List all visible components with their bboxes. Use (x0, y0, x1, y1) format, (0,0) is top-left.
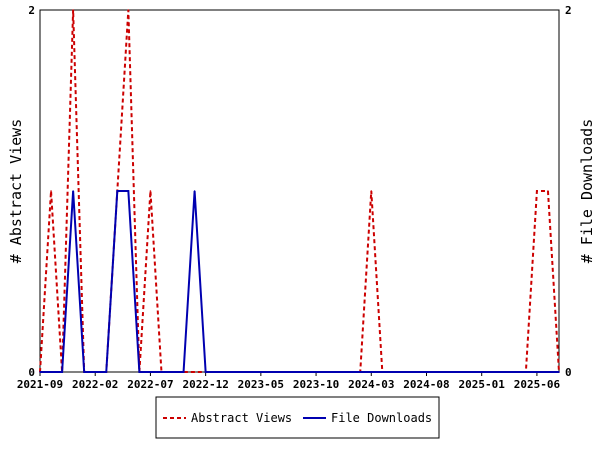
y-left-axis-title: # Abstract Views (7, 119, 25, 264)
data-point (193, 190, 196, 192)
y-right-tick-max: 2 (565, 4, 572, 17)
data-point (315, 371, 317, 373)
data-point (83, 371, 85, 373)
data-point (348, 371, 350, 373)
data-point (392, 371, 395, 373)
y-left-tick-min: 0 (28, 366, 35, 379)
data-point (138, 371, 141, 373)
data-point (326, 371, 328, 373)
x-tick-label: 2025-06 (514, 378, 561, 391)
data-point (94, 371, 97, 373)
legend-box (155, 396, 440, 439)
data-point (304, 371, 306, 373)
data-point (469, 371, 472, 373)
data-point (536, 371, 538, 373)
y-right-axis-title: # File Downloads (578, 119, 596, 264)
data-point (558, 371, 560, 373)
data-point (127, 190, 130, 192)
data-point (282, 371, 284, 373)
data-point (458, 371, 461, 373)
data-point (249, 371, 251, 373)
data-point (547, 190, 549, 192)
x-tick-label: 2023-05 (238, 378, 284, 391)
data-point (381, 371, 384, 373)
data-point (215, 371, 218, 373)
data-point (514, 371, 516, 373)
y-right-tick-min: 0 (565, 366, 572, 379)
data-point (61, 371, 63, 373)
data-point (480, 371, 483, 373)
data-point (271, 371, 273, 373)
series-line-1 (40, 190, 559, 373)
data-point (72, 190, 74, 192)
data-point (160, 371, 163, 373)
x-tick-label: 2022-02 (72, 378, 118, 391)
data-point (502, 371, 505, 373)
x-tick-label: 2025-01 (459, 378, 506, 391)
data-point (149, 371, 152, 373)
data-point (359, 371, 362, 373)
data-point (447, 371, 450, 373)
data-point (226, 371, 229, 373)
data-point (171, 371, 174, 373)
data-point (193, 371, 196, 373)
data-point (525, 371, 527, 373)
data-point (127, 9, 130, 11)
data-point (116, 190, 119, 192)
data-point (547, 371, 549, 373)
data-point (260, 371, 262, 373)
data-point (50, 190, 52, 192)
data-point (425, 371, 428, 373)
x-tick-label: 2022-12 (182, 378, 228, 391)
series-layer (39, 9, 560, 373)
data-point (72, 9, 74, 11)
legend-label-abstract-views: Abstract Views (191, 411, 292, 425)
data-point (237, 371, 240, 373)
x-tick-label: 2021-09 (17, 378, 63, 391)
x-tick-label: 2024-08 (403, 378, 449, 391)
data-point (337, 371, 339, 373)
data-point (370, 190, 373, 192)
data-point (403, 371, 406, 373)
x-tick-label: 2024-03 (348, 378, 394, 391)
data-point (39, 371, 41, 373)
y-left-tick-max: 2 (28, 4, 35, 17)
legend-label-file-downloads: File Downloads (331, 411, 432, 425)
data-point (436, 371, 439, 373)
x-tick-label: 2023-10 (293, 378, 339, 391)
data-point (182, 371, 185, 373)
data-point (536, 190, 538, 192)
x-tick-label: 2022-07 (127, 378, 173, 391)
data-point (149, 190, 152, 192)
x-axis-ticks: 2021-09 2022-02 2022-07 2022-12 2023-05 2023-… (17, 372, 561, 391)
data-point (204, 371, 207, 373)
data-point (370, 371, 373, 373)
data-point (414, 371, 417, 373)
data-point (105, 371, 108, 373)
data-point (491, 371, 494, 373)
data-point (50, 371, 52, 373)
data-point (293, 371, 295, 373)
legend: Abstract Views File Downloads (155, 396, 440, 439)
